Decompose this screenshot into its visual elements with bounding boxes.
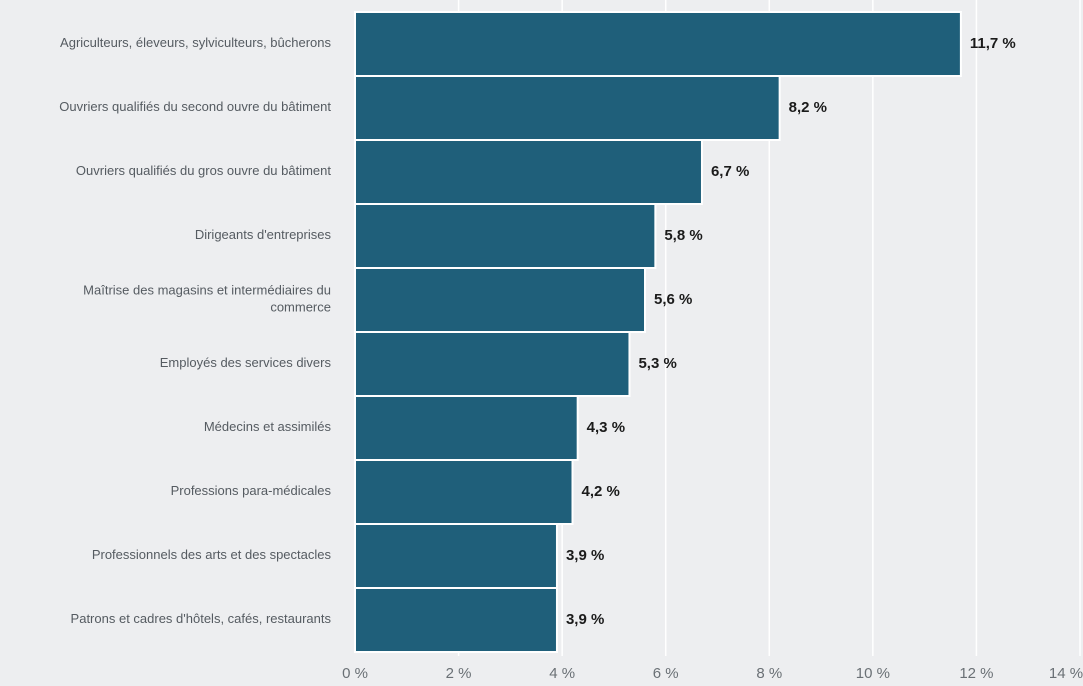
category-label-line: Maîtrise des magasins et intermédiaires …: [83, 283, 331, 298]
value-label: 3,9 %: [566, 611, 604, 628]
x-tick-label: 4 %: [549, 665, 575, 682]
bar: [354, 587, 558, 653]
bar: [354, 331, 631, 397]
category-label: Médecins et assimilés: [204, 419, 332, 434]
bar: [354, 523, 558, 589]
category-label: Maîtrise des magasins et intermédiaires …: [83, 283, 331, 315]
category-label-line: Ouvriers qualifiés du gros ouvre du bâti…: [76, 163, 331, 178]
value-label: 5,3 %: [638, 355, 676, 372]
value-label: 8,2 %: [789, 99, 827, 116]
value-label: 5,8 %: [664, 227, 702, 244]
category-label-line: commerce: [270, 300, 331, 315]
category-label: Ouvriers qualifiés du gros ouvre du bâti…: [76, 163, 331, 178]
value-label: 3,9 %: [566, 547, 604, 564]
x-tick-label: 10 %: [856, 665, 890, 682]
category-label: Agriculteurs, éleveurs, sylviculteurs, b…: [60, 35, 331, 50]
bar: [354, 267, 646, 333]
category-label: Ouvriers qualifiés du second ouvre du bâ…: [59, 99, 331, 114]
x-tick-label: 8 %: [756, 665, 782, 682]
category-label: Professions para-médicales: [171, 483, 332, 498]
category-label-line: Médecins et assimilés: [204, 419, 332, 434]
category-label: Dirigeants d'entreprises: [195, 227, 332, 242]
bar: [354, 459, 574, 525]
category-label-line: Agriculteurs, éleveurs, sylviculteurs, b…: [60, 35, 331, 50]
bar: [354, 395, 579, 461]
bar: [354, 75, 781, 141]
category-label-line: Ouvriers qualifiés du second ouvre du bâ…: [59, 99, 331, 114]
x-tick-label: 14 %: [1049, 665, 1083, 682]
value-label: 5,6 %: [654, 291, 692, 308]
category-label: Employés des services divers: [160, 355, 332, 370]
x-tick-label: 12 %: [959, 665, 993, 682]
bar: [354, 203, 657, 269]
x-tick-label: 0 %: [342, 665, 368, 682]
x-tick-label: 6 %: [653, 665, 679, 682]
value-label: 11,7 %: [970, 35, 1016, 52]
bar: [354, 11, 962, 77]
value-label: 4,2 %: [582, 483, 620, 500]
category-label: Patrons et cadres d'hôtels, cafés, resta…: [71, 611, 332, 626]
category-label-line: Patrons et cadres d'hôtels, cafés, resta…: [71, 611, 332, 626]
category-label-line: Professionnels des arts et des spectacle…: [92, 547, 332, 562]
value-label: 6,7 %: [711, 163, 749, 180]
value-labels: 11,7 % 8,2 % 6,7 % 5,8 % 5,6 % 5,3 % 4,3 % 4,2 …: [566, 35, 1016, 628]
category-label-line: Employés des services divers: [160, 355, 332, 370]
category-label-line: Professions para-médicales: [171, 483, 332, 498]
bar: [354, 139, 703, 205]
category-label: Professionnels des arts et des spectacle…: [92, 547, 332, 562]
category-labels: Agriculteurs, éleveurs, sylviculteurs, b…: [59, 35, 331, 626]
bars: [354, 11, 962, 653]
x-axis-tick-labels: 0 % 2 % 4 % 6 % 8 % 10 % 12 % 14 %: [342, 665, 1083, 682]
category-label-line: Dirigeants d'entreprises: [195, 227, 332, 242]
value-label: 4,3 %: [587, 419, 625, 436]
x-tick-label: 2 %: [446, 665, 472, 682]
